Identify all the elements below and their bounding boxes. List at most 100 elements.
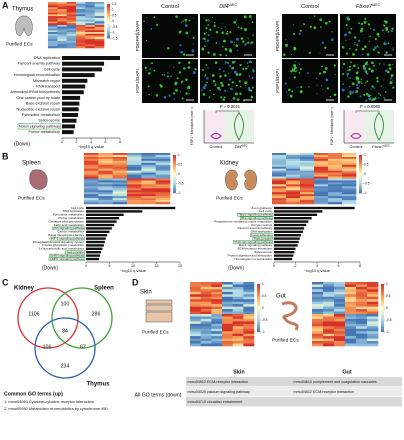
heatmap-cell <box>286 166 301 169</box>
plot-bg <box>224 110 254 143</box>
heatmap-cell <box>323 294 335 298</box>
heatmap-cell <box>232 318 244 322</box>
heatmap-cell <box>222 301 233 305</box>
micrograph-signal <box>318 72 322 75</box>
heatmap-cell <box>314 162 329 166</box>
heatmap-cell <box>286 182 301 185</box>
heatmap-cell <box>85 7 95 10</box>
heatmap-cell <box>190 301 201 305</box>
go-term: Phosphatidylinositol signaling system <box>33 240 84 244</box>
heatmap-cell <box>98 156 113 160</box>
heatmap-cell <box>76 39 86 42</box>
micrograph-signal <box>204 40 207 43</box>
heatmap-cell <box>222 338 233 342</box>
micrograph-signal <box>179 30 182 33</box>
heatmap-cell <box>334 294 346 298</box>
micrograph-signal <box>232 85 234 87</box>
venn-set <box>17 287 79 349</box>
label: Fbxw7iΔEC <box>372 143 390 149</box>
bar <box>86 206 176 210</box>
micrograph-signal <box>364 62 368 66</box>
heatmap-cell <box>141 158 156 162</box>
colorbar-label: 1 <box>364 153 366 157</box>
go-term: Axon guidance <box>252 206 273 210</box>
heatmap-cell <box>48 32 58 35</box>
heatmap-cell <box>312 336 324 339</box>
micrograph-signal <box>215 41 217 44</box>
heatmap-cell <box>286 188 301 191</box>
heatmap-cell <box>334 306 346 310</box>
micrograph-signal <box>377 51 380 54</box>
heatmap-cell <box>314 188 329 191</box>
heatmap-cell <box>76 21 86 24</box>
heatmap-cell <box>66 26 77 29</box>
heatmap-cell <box>345 323 357 327</box>
micrograph-signal <box>384 97 386 99</box>
heatmap-cell <box>222 299 233 302</box>
colorbar-label: 0.5 <box>178 162 183 166</box>
heatmap-cell <box>48 12 58 15</box>
heatmap-cell <box>84 202 99 205</box>
heatmap-cell <box>300 182 315 185</box>
x-axis-label: −log10 q value <box>304 268 331 273</box>
micrograph-signal <box>179 44 182 47</box>
heatmap-cell <box>155 198 171 201</box>
bar <box>62 56 120 60</box>
heatmap-cell <box>127 168 142 171</box>
heatmap-cell <box>57 42 67 45</box>
heatmap-cell <box>356 306 368 310</box>
x-tick-label: 4 <box>316 264 318 268</box>
heatmap-cell <box>312 343 324 347</box>
micrograph-signal <box>240 27 243 30</box>
heatmap-cell <box>85 23 95 26</box>
label: Control <box>161 4 179 10</box>
heatmap-cell <box>342 154 357 158</box>
heatmap-cell <box>200 294 212 298</box>
heatmap-cell <box>57 37 67 40</box>
highlight-box <box>239 216 274 220</box>
panel-letter: A <box>2 0 9 10</box>
heatmap-cell <box>243 323 255 327</box>
micrograph-signal <box>180 50 184 54</box>
micrograph-signal <box>386 70 390 74</box>
heatmap-cell <box>342 172 357 175</box>
heatmap-cell <box>356 336 368 339</box>
bar <box>62 113 78 117</box>
micrograph-signal <box>349 47 351 50</box>
micrograph-signal <box>390 74 394 77</box>
venn-set <box>51 287 113 349</box>
heatmap-cell <box>66 19 77 22</box>
heatmap-cell <box>84 156 99 160</box>
micrograph-signal <box>378 63 381 65</box>
heatmap-cell <box>211 291 223 295</box>
micrograph-signal <box>202 93 206 96</box>
heatmap-cell <box>356 338 368 342</box>
heatmap-cell <box>85 10 95 13</box>
axis-title: FSP1⁺ fibroblasts (mm⁻²) <box>190 107 194 145</box>
panel-letter: D <box>132 277 139 287</box>
heatmap-cell <box>367 282 379 285</box>
heatmap-cell <box>323 311 335 315</box>
heatmap-cell <box>211 326 223 330</box>
label: Control <box>210 144 223 149</box>
heatmap-cell <box>190 326 201 330</box>
micrograph-signal <box>143 20 145 23</box>
heatmap-cell <box>272 160 287 164</box>
micrograph-signal <box>203 37 206 40</box>
micrograph-signal <box>247 41 250 44</box>
micrograph-signal <box>308 86 310 88</box>
heatmap-cell <box>76 23 86 26</box>
heatmap-cell <box>272 168 287 171</box>
micrograph-signal <box>367 23 371 26</box>
heatmap-cell <box>232 286 244 290</box>
x-tick-label: 4 <box>90 140 92 144</box>
heatmap-cell <box>323 309 335 312</box>
heatmap-cell <box>48 3 58 6</box>
heatmap-cell <box>94 30 105 33</box>
heatmap-cell <box>112 184 128 187</box>
heatmap-cell <box>328 182 343 185</box>
micrograph-signal <box>306 72 309 74</box>
heatmap-cell <box>334 343 346 347</box>
heatmap-cell <box>211 309 223 312</box>
colorbar-label: -1 <box>178 191 181 195</box>
